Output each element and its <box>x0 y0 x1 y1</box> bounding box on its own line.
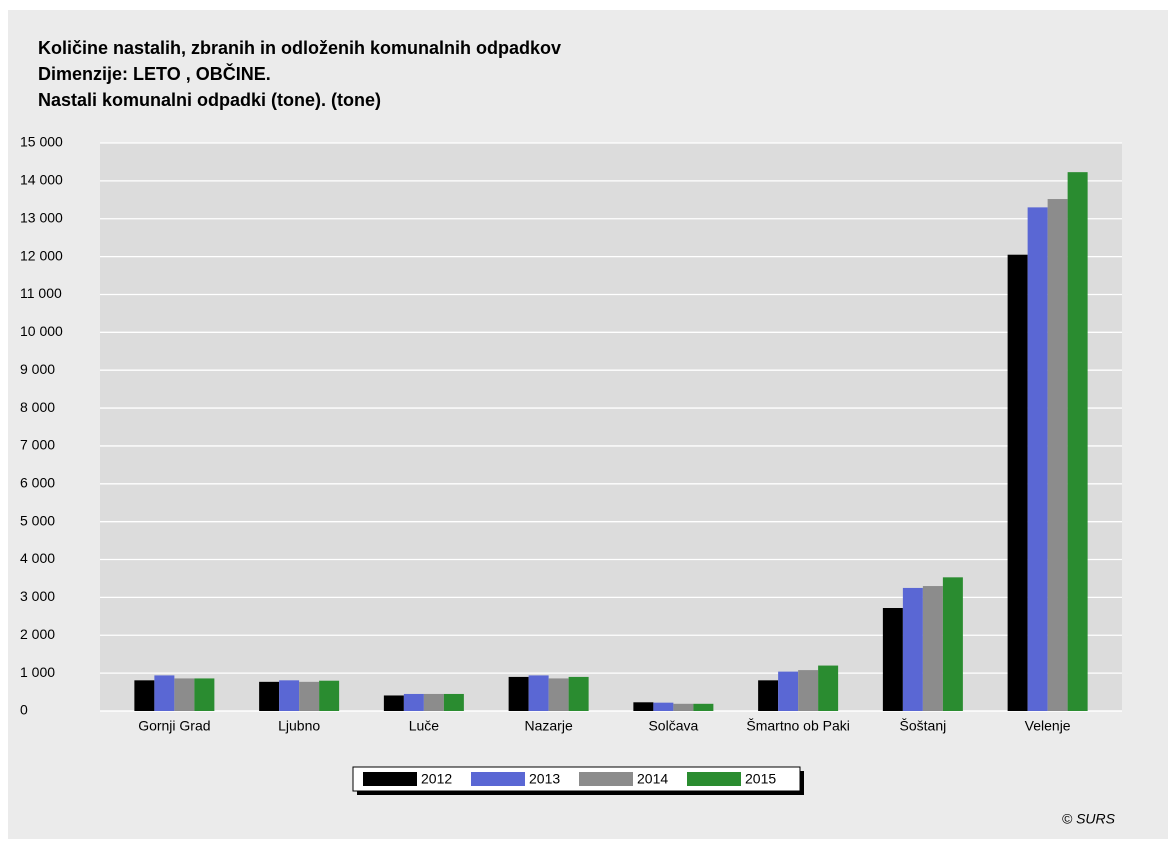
y-tick-label: 2 000 <box>20 626 55 642</box>
chart-subtitle: Dimenzije: LETO , OBČINE. <box>38 63 271 84</box>
y-tick-label: 7 000 <box>20 437 55 453</box>
bar <box>1047 199 1068 711</box>
legend-label: 2015 <box>745 771 776 787</box>
bar <box>134 680 155 711</box>
y-tick-label: 15 000 <box>20 134 63 150</box>
x-tick-label: Šmartno ob Paki <box>746 718 850 734</box>
bar <box>1007 254 1028 711</box>
legend-swatch <box>363 772 417 786</box>
bar <box>568 676 589 711</box>
source: © SURS <box>1062 811 1116 827</box>
bar <box>942 577 963 711</box>
bar <box>423 693 444 711</box>
x-tick-label: Luče <box>409 718 440 734</box>
bar <box>508 676 529 711</box>
bar <box>319 680 340 711</box>
bar <box>882 608 903 711</box>
bar <box>778 671 799 711</box>
bar <box>1067 172 1088 711</box>
y-tick-label: 13 000 <box>20 209 63 225</box>
bar <box>633 702 654 711</box>
legend-label: 2013 <box>529 771 560 787</box>
y-tick-label: 6 000 <box>20 475 55 491</box>
legend-label: 2014 <box>637 771 668 787</box>
y-tick-label: 12 000 <box>20 247 63 263</box>
chart-title: Količine nastalih, zbranih in odloženih … <box>38 38 561 58</box>
bar <box>798 670 819 711</box>
x-tick-label: Gornji Grad <box>138 718 210 734</box>
y-tick-label: 9 000 <box>20 361 55 377</box>
y-tick-label: 1 000 <box>20 664 55 680</box>
y-tick-label: 3 000 <box>20 588 55 604</box>
plot-area <box>100 143 1122 711</box>
bar <box>174 678 195 711</box>
bar <box>259 681 280 711</box>
x-tick-label: Velenje <box>1025 718 1071 734</box>
y-axis-label: Nastali komunalni odpadki (tone). (tone) <box>38 90 381 110</box>
legend-label: 2012 <box>421 771 452 787</box>
y-tick-label: 10 000 <box>20 323 63 339</box>
bar <box>403 693 424 711</box>
bar <box>383 695 404 711</box>
bar <box>693 703 714 711</box>
y-tick-label: 8 000 <box>20 399 55 415</box>
bar <box>279 680 300 711</box>
y-tick-label: 0 <box>20 702 28 718</box>
bar <box>443 693 464 711</box>
y-tick-label: 11 000 <box>20 285 62 301</box>
legend-swatch <box>579 772 633 786</box>
bar <box>299 681 320 711</box>
bar <box>154 675 175 711</box>
x-tick-label: Solčava <box>648 718 698 734</box>
legend-swatch <box>471 772 525 786</box>
bar <box>922 586 943 711</box>
y-tick-label: 14 000 <box>20 172 63 188</box>
bar <box>673 703 694 711</box>
legend-swatch <box>687 772 741 786</box>
x-tick-label: Nazarje <box>525 718 573 734</box>
bar <box>818 665 839 711</box>
bar <box>194 678 215 711</box>
bar <box>548 678 569 711</box>
bar <box>758 680 779 711</box>
x-tick-label: Šoštanj <box>900 718 947 734</box>
bar <box>528 675 549 711</box>
bar <box>902 587 923 711</box>
x-tick-label: Ljubno <box>278 718 320 734</box>
bar <box>653 702 674 711</box>
y-tick-label: 5 000 <box>20 512 55 528</box>
y-tick-label: 4 000 <box>20 550 55 566</box>
bar <box>1027 207 1048 711</box>
